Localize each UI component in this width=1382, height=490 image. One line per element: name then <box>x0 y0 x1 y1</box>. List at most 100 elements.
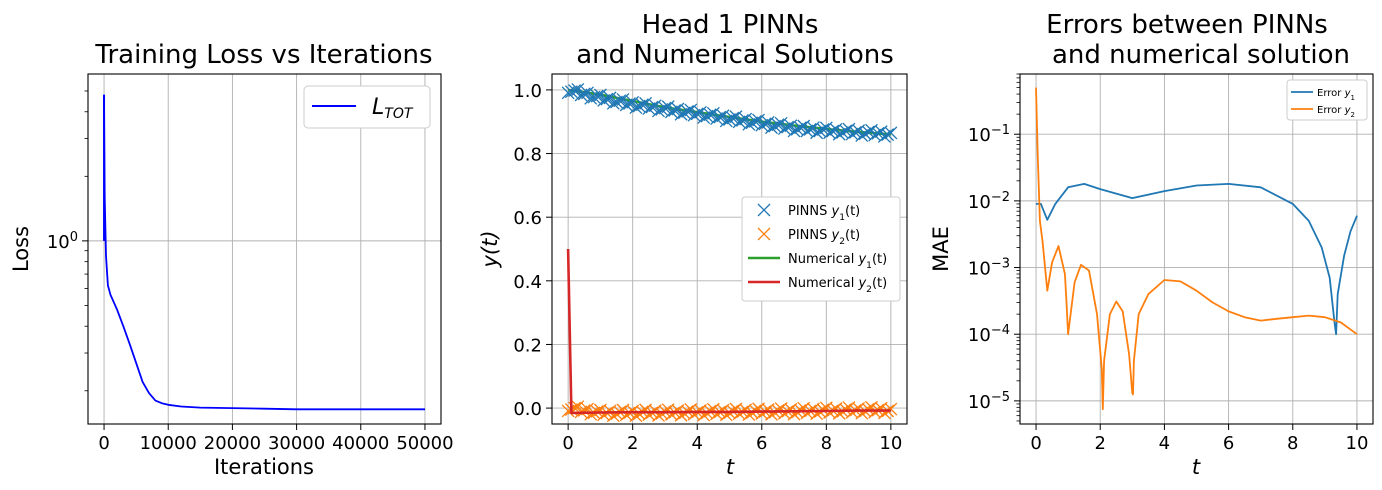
x-tick-label: 4 <box>1159 433 1170 454</box>
marker-pinns-y1 <box>619 98 633 112</box>
x-tick-label: 50000 <box>396 433 453 454</box>
plot-frame <box>87 73 442 425</box>
y-tick-label: 1.0 <box>513 81 542 102</box>
y-tick-label: 0.8 <box>513 145 542 166</box>
marker-pinns-y1 <box>787 124 801 138</box>
marker-pinns-y1 <box>877 129 891 143</box>
x-tick-label: 0 <box>98 433 109 454</box>
marker-pinns-y1 <box>742 117 756 131</box>
marker-pinns-y1 <box>768 119 782 133</box>
marker-pinns-y1 <box>568 84 582 98</box>
marker-pinns-y1 <box>713 110 727 124</box>
marker-pinns-y2 <box>584 407 598 421</box>
grid-lines <box>1020 74 1373 424</box>
marker-pinns-y1 <box>771 118 785 132</box>
marker-pinns-y1 <box>622 97 636 111</box>
marker-pinns-y1 <box>677 106 691 120</box>
x-tick-labels: 0 2 4 6 8 10 <box>1030 424 1368 454</box>
legend-frame <box>1286 79 1368 121</box>
plot-frame <box>1019 73 1374 425</box>
x-tick-label: 6 <box>756 433 767 454</box>
x-tick-label: 2 <box>627 433 638 454</box>
legend-label: Error y1 <box>1317 88 1355 102</box>
marker-pinns-y1 <box>719 114 733 128</box>
marker-pinns-y2 <box>855 406 869 420</box>
plot-frame <box>551 73 908 425</box>
loss-chart: Training Loss vs Iterations 0 10000 20000 3… <box>9 40 454 479</box>
errors-chart: Errors between PINNs and numerical solut… <box>929 10 1374 479</box>
legend-label: PINNS y1(t) <box>788 204 860 223</box>
y-axis-label: Loss <box>9 226 33 272</box>
marker-pinns-y1 <box>884 126 898 140</box>
marker-pinns-y1 <box>600 92 614 106</box>
x-tick-labels: 0 2 4 6 8 10 <box>562 424 902 454</box>
x-tick-label: 10 <box>879 433 902 454</box>
legend-label: Error y2 <box>1317 105 1355 119</box>
series-lines <box>1035 87 1358 411</box>
y-tick-label: 0.0 <box>513 399 542 420</box>
chart-title: Training Loss vs Iterations <box>94 40 432 70</box>
y-tick-labels: 100 <box>47 90 88 392</box>
y-tick-labels: 0.0 0.2 0.4 0.6 0.8 1.0 <box>513 81 552 420</box>
x-tick-label: 0 <box>562 433 573 454</box>
chart-title-line-2: and Numerical Solutions <box>576 40 894 70</box>
marker-pinns-y1 <box>613 94 627 108</box>
marker-pinns-y1 <box>735 113 749 127</box>
marker-pinns-y2 <box>832 406 846 420</box>
y-tick-label: 100 <box>47 229 78 253</box>
chart-title-line-1: Errors between PINNs <box>1046 10 1328 40</box>
solutions-chart: Head 1 PINNs and Numerical Solutions 0 2 4… <box>478 10 908 479</box>
legend-marker <box>757 203 771 217</box>
marker-pinns-y1 <box>658 101 672 115</box>
legend-frame <box>303 85 431 129</box>
marker-pinns-y1 <box>732 115 746 129</box>
x-axis-label: t <box>1192 455 1201 479</box>
series-lines <box>103 94 425 411</box>
y-tick-label: 10−3 <box>968 256 1010 280</box>
series-line-numerical-y2 <box>566 248 891 415</box>
marker-pinns-y2 <box>884 402 898 416</box>
marker-pinns-y1 <box>629 101 643 115</box>
legend: PINNS y1(t) PINNS y2(t) Numerical y1(t) Num… <box>741 196 901 302</box>
x-tick-label: 40000 <box>332 433 389 454</box>
legend-marker <box>757 227 771 241</box>
x-tick-labels: 0 10000 20000 30000 40000 50000 <box>98 424 454 454</box>
marker-pinns-y1 <box>690 107 704 121</box>
x-tick-label: 6 <box>1223 433 1234 454</box>
marker-pinns-y1 <box>777 122 791 136</box>
legend-label: Numerical y2(t) <box>788 276 887 295</box>
x-tick-label: 2 <box>1095 433 1106 454</box>
marker-pinns-y1 <box>697 111 711 125</box>
marker-pinns-y1 <box>710 112 724 126</box>
marker-pinns-y1 <box>681 104 695 118</box>
marker-pinns-y1 <box>758 117 772 131</box>
marker-pinns-y1 <box>832 127 846 141</box>
y-tick-label: 10−1 <box>968 123 1010 147</box>
chart-title-line-2: and numerical solution <box>1052 40 1350 70</box>
marker-pinns-y1 <box>855 129 869 142</box>
marker-pinns-y1 <box>590 89 604 103</box>
y-axis-label: y(t) <box>478 230 502 268</box>
marker-pinns-y1 <box>652 104 665 118</box>
marker-pinns-y1 <box>748 114 762 128</box>
series-line-ltot <box>103 94 425 411</box>
marker-pinns-y1 <box>755 118 769 132</box>
marker-pinns-y1 <box>632 99 646 113</box>
grid-lines <box>88 74 441 424</box>
legend: Error y1 Error y2 <box>1286 79 1368 121</box>
legend-label: Numerical y1(t) <box>788 252 887 271</box>
y-tick-label: 0.6 <box>513 208 542 229</box>
x-tick-label: 0 <box>1030 433 1041 454</box>
series-line-error-y1 <box>1036 182 1358 336</box>
y-tick-label: 10−2 <box>968 189 1010 213</box>
marker-pinns-y1 <box>610 95 624 109</box>
chart-title-line-1: Head 1 PINNs <box>642 10 819 40</box>
legend-label: PINNS y2(t) <box>788 228 860 247</box>
marker-pinns-y2 <box>877 406 891 420</box>
marker-pinns-y2 <box>577 404 591 417</box>
x-axis-label: t <box>726 455 735 479</box>
series-marks <box>561 82 898 423</box>
marker-pinns-y2 <box>810 407 824 421</box>
x-tick-label: 8 <box>1287 433 1298 454</box>
legend-frame <box>741 196 901 302</box>
